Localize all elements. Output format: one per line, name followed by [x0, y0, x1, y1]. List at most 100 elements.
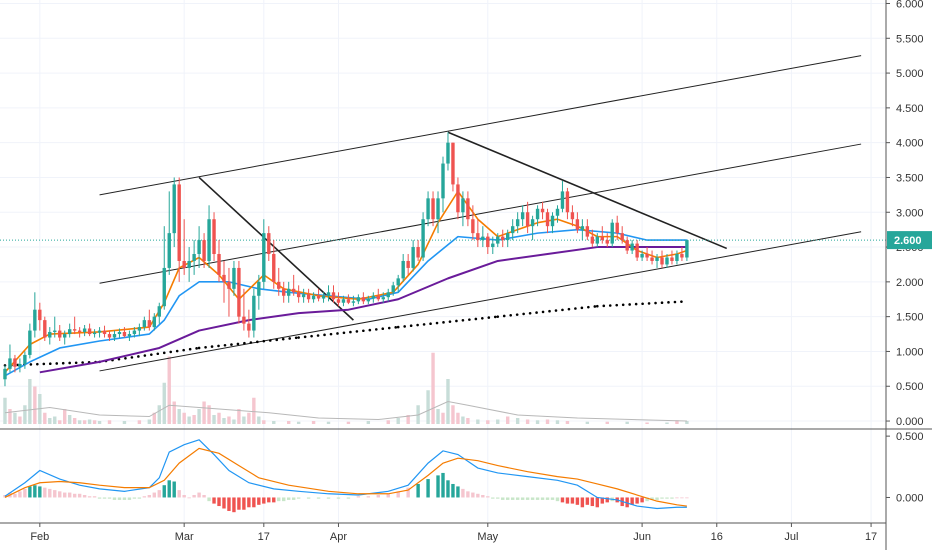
candle[interactable]	[441, 156, 445, 213]
candle[interactable]	[615, 215, 619, 241]
candle[interactable]	[18, 358, 22, 373]
candle[interactable]	[277, 267, 281, 296]
candle[interactable]	[575, 212, 580, 234]
candle[interactable]	[540, 201, 545, 220]
candle[interactable]	[237, 260, 241, 324]
candle[interactable]	[550, 212, 555, 234]
candle[interactable]	[222, 260, 226, 303]
candle[interactable]	[187, 247, 191, 282]
candle[interactable]	[92, 329, 97, 338]
candle[interactable]	[416, 240, 420, 261]
candle[interactable]	[396, 274, 400, 293]
candle[interactable]	[565, 187, 570, 220]
candle[interactable]	[635, 240, 639, 261]
candle[interactable]	[361, 292, 366, 305]
candle[interactable]	[82, 325, 87, 337]
candle[interactable]	[520, 205, 525, 227]
candle[interactable]	[545, 208, 550, 234]
candle[interactable]	[48, 327, 52, 345]
candle[interactable]	[510, 219, 515, 241]
candle[interactable]	[242, 288, 246, 331]
candle[interactable]	[376, 288, 380, 302]
candle[interactable]	[72, 316, 77, 335]
candle[interactable]	[102, 325, 107, 338]
candle[interactable]	[496, 233, 500, 248]
candle[interactable]	[53, 316, 57, 338]
candle[interactable]	[401, 254, 405, 282]
candle[interactable]	[286, 281, 291, 303]
candle[interactable]	[481, 226, 485, 248]
candle[interactable]	[13, 354, 17, 373]
candle[interactable]	[87, 323, 92, 337]
candle[interactable]	[665, 254, 669, 268]
candle[interactable]	[675, 250, 679, 265]
candle[interactable]	[585, 219, 590, 241]
candle[interactable]	[311, 292, 316, 303]
candle[interactable]	[38, 302, 42, 331]
candle[interactable]	[8, 344, 12, 373]
candle[interactable]	[132, 327, 137, 338]
candle[interactable]	[137, 323, 142, 337]
candle[interactable]	[660, 250, 664, 268]
candle[interactable]	[555, 205, 560, 223]
candle[interactable]	[515, 212, 520, 234]
candle[interactable]	[142, 316, 147, 331]
candle[interactable]	[147, 309, 152, 331]
candle[interactable]	[152, 313, 157, 331]
candle[interactable]	[28, 323, 32, 359]
candle[interactable]	[291, 274, 296, 296]
candle[interactable]	[67, 323, 72, 338]
candle[interactable]	[117, 328, 122, 338]
candle[interactable]	[386, 288, 390, 302]
candle[interactable]	[351, 295, 356, 307]
candle[interactable]	[197, 226, 201, 268]
candle[interactable]	[112, 330, 117, 342]
candle[interactable]	[421, 212, 425, 261]
candle[interactable]	[580, 219, 585, 241]
candle[interactable]	[252, 288, 256, 338]
candle[interactable]	[356, 294, 361, 305]
candle[interactable]	[172, 177, 176, 248]
candle[interactable]	[685, 240, 689, 261]
candle[interactable]	[296, 285, 301, 303]
candle[interactable]	[426, 191, 430, 227]
candle[interactable]	[670, 250, 674, 265]
candle[interactable]	[501, 229, 505, 248]
candle[interactable]	[321, 292, 326, 303]
candle[interactable]	[630, 240, 634, 255]
candle[interactable]	[162, 226, 166, 310]
candle[interactable]	[63, 330, 67, 345]
candle[interactable]	[97, 327, 102, 338]
candle[interactable]	[381, 292, 385, 303]
candle[interactable]	[207, 205, 211, 268]
candle[interactable]	[212, 212, 216, 261]
candle[interactable]	[640, 250, 644, 261]
candle[interactable]	[23, 351, 27, 369]
candle[interactable]	[451, 142, 455, 192]
candle[interactable]	[391, 281, 395, 296]
candle[interactable]	[177, 177, 181, 282]
candle[interactable]	[247, 309, 251, 338]
candle[interactable]	[326, 285, 331, 302]
candle[interactable]	[331, 285, 336, 303]
candle[interactable]	[107, 330, 112, 342]
candle[interactable]	[570, 205, 575, 227]
candle[interactable]	[267, 226, 271, 261]
candle[interactable]	[232, 260, 236, 296]
candle[interactable]	[192, 240, 196, 275]
candle[interactable]	[341, 295, 346, 307]
candle[interactable]	[157, 302, 161, 324]
candle[interactable]	[486, 233, 490, 255]
candle[interactable]	[680, 247, 684, 261]
candle[interactable]	[530, 215, 535, 241]
candle[interactable]	[406, 254, 410, 275]
candle[interactable]	[645, 247, 649, 261]
candle[interactable]	[506, 229, 510, 248]
candle[interactable]	[77, 327, 82, 338]
candle[interactable]	[590, 229, 595, 248]
candle[interactable]	[491, 236, 495, 255]
candle[interactable]	[217, 240, 221, 282]
candle[interactable]	[471, 205, 475, 241]
